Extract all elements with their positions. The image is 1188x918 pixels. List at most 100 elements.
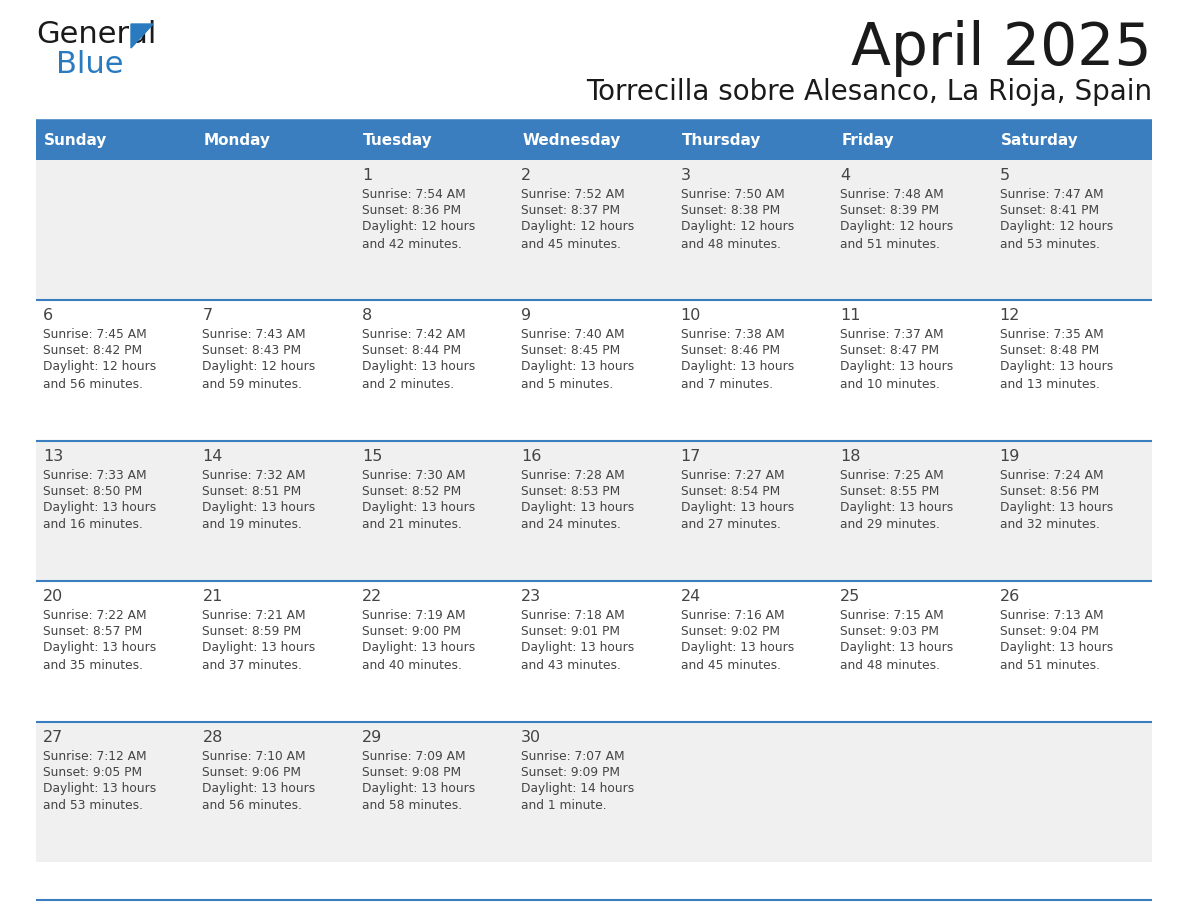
Text: Daylight: 13 hours
and 40 minutes.: Daylight: 13 hours and 40 minutes. [362, 641, 475, 672]
Text: 19: 19 [999, 449, 1020, 464]
Bar [833, 581, 992, 722]
Text: Daylight: 13 hours
and 7 minutes.: Daylight: 13 hours and 7 minutes. [681, 361, 794, 391]
Text: 13: 13 [43, 449, 63, 464]
Text: Sunrise: 7:52 AM: Sunrise: 7:52 AM [522, 188, 625, 201]
Text: Wednesday: Wednesday [523, 133, 620, 149]
Text: Daylight: 13 hours
and 48 minutes.: Daylight: 13 hours and 48 minutes. [840, 641, 954, 672]
Bar [514, 122, 674, 160]
Text: 15: 15 [362, 449, 383, 464]
Text: Daylight: 13 hours
and 37 minutes.: Daylight: 13 hours and 37 minutes. [202, 641, 316, 672]
Text: Daylight: 12 hours
and 53 minutes.: Daylight: 12 hours and 53 minutes. [999, 220, 1113, 251]
Text: Sunrise: 7:54 AM: Sunrise: 7:54 AM [362, 188, 466, 201]
Text: Sunset: 8:43 PM: Sunset: 8:43 PM [202, 344, 302, 357]
Text: 4: 4 [840, 168, 851, 183]
Text: Tuesday: Tuesday [362, 133, 432, 149]
Bar [674, 300, 833, 441]
Bar [992, 300, 1152, 441]
Bar [674, 160, 833, 300]
Bar [992, 160, 1152, 300]
Text: Sunrise: 7:24 AM: Sunrise: 7:24 AM [999, 469, 1104, 482]
Text: 3: 3 [681, 168, 690, 183]
Text: Sunrise: 7:45 AM: Sunrise: 7:45 AM [43, 329, 147, 341]
Text: 28: 28 [202, 730, 223, 744]
Text: Daylight: 13 hours
and 29 minutes.: Daylight: 13 hours and 29 minutes. [840, 501, 954, 532]
Text: Sunset: 8:53 PM: Sunset: 8:53 PM [522, 485, 620, 498]
Text: Sunrise: 7:37 AM: Sunrise: 7:37 AM [840, 329, 943, 341]
Text: Daylight: 13 hours
and 56 minutes.: Daylight: 13 hours and 56 minutes. [202, 781, 316, 812]
Text: Daylight: 13 hours
and 32 minutes.: Daylight: 13 hours and 32 minutes. [999, 501, 1113, 532]
Text: Daylight: 13 hours
and 24 minutes.: Daylight: 13 hours and 24 minutes. [522, 501, 634, 532]
Text: Daylight: 12 hours
and 51 minutes.: Daylight: 12 hours and 51 minutes. [840, 220, 954, 251]
Bar [355, 722, 514, 862]
Text: Sunrise: 7:13 AM: Sunrise: 7:13 AM [999, 610, 1104, 622]
Text: Sunrise: 7:18 AM: Sunrise: 7:18 AM [522, 610, 625, 622]
Text: Sunset: 9:01 PM: Sunset: 9:01 PM [522, 625, 620, 638]
Text: Daylight: 13 hours
and 2 minutes.: Daylight: 13 hours and 2 minutes. [362, 361, 475, 391]
Text: Sunset: 8:36 PM: Sunset: 8:36 PM [362, 204, 461, 217]
Text: 20: 20 [43, 589, 63, 604]
Text: Sunset: 9:09 PM: Sunset: 9:09 PM [522, 766, 620, 778]
Text: Sunset: 9:06 PM: Sunset: 9:06 PM [202, 766, 302, 778]
Text: 24: 24 [681, 589, 701, 604]
Text: Sunrise: 7:28 AM: Sunrise: 7:28 AM [522, 469, 625, 482]
Text: 2: 2 [522, 168, 531, 183]
Text: Sunset: 9:03 PM: Sunset: 9:03 PM [840, 625, 940, 638]
Text: Sunset: 9:05 PM: Sunset: 9:05 PM [43, 766, 143, 778]
Text: Sunset: 8:54 PM: Sunset: 8:54 PM [681, 485, 781, 498]
Bar [196, 160, 355, 300]
Text: Sunrise: 7:47 AM: Sunrise: 7:47 AM [999, 188, 1104, 201]
Text: 6: 6 [43, 308, 53, 323]
Bar [355, 581, 514, 722]
Text: Daylight: 14 hours
and 1 minute.: Daylight: 14 hours and 1 minute. [522, 781, 634, 812]
Text: Daylight: 12 hours
and 42 minutes.: Daylight: 12 hours and 42 minutes. [362, 220, 475, 251]
Text: Sunset: 8:59 PM: Sunset: 8:59 PM [202, 625, 302, 638]
Text: Sunrise: 7:48 AM: Sunrise: 7:48 AM [840, 188, 944, 201]
Text: Sunset: 8:38 PM: Sunset: 8:38 PM [681, 204, 781, 217]
Bar [514, 722, 674, 862]
Bar [992, 122, 1152, 160]
Text: 5: 5 [999, 168, 1010, 183]
Text: Sunrise: 7:32 AM: Sunrise: 7:32 AM [202, 469, 307, 482]
Text: Sunset: 8:46 PM: Sunset: 8:46 PM [681, 344, 779, 357]
Text: Daylight: 13 hours
and 13 minutes.: Daylight: 13 hours and 13 minutes. [999, 361, 1113, 391]
Text: Sunset: 8:48 PM: Sunset: 8:48 PM [999, 344, 1099, 357]
Bar [833, 300, 992, 441]
Text: Sunrise: 7:33 AM: Sunrise: 7:33 AM [43, 469, 146, 482]
Text: Sunrise: 7:21 AM: Sunrise: 7:21 AM [202, 610, 307, 622]
Text: Daylight: 13 hours
and 10 minutes.: Daylight: 13 hours and 10 minutes. [840, 361, 954, 391]
Text: Sunrise: 7:19 AM: Sunrise: 7:19 AM [362, 610, 466, 622]
Text: 11: 11 [840, 308, 860, 323]
Text: 30: 30 [522, 730, 542, 744]
Bar [355, 441, 514, 581]
Text: Sunrise: 7:15 AM: Sunrise: 7:15 AM [840, 610, 944, 622]
Bar [196, 300, 355, 441]
Text: Daylight: 13 hours
and 45 minutes.: Daylight: 13 hours and 45 minutes. [681, 641, 794, 672]
Text: Daylight: 12 hours
and 59 minutes.: Daylight: 12 hours and 59 minutes. [202, 361, 316, 391]
Text: Friday: Friday [841, 133, 893, 149]
Text: April 2025: April 2025 [852, 20, 1152, 77]
Text: Daylight: 13 hours
and 35 minutes.: Daylight: 13 hours and 35 minutes. [43, 641, 157, 672]
Text: Sunset: 8:47 PM: Sunset: 8:47 PM [840, 344, 940, 357]
Text: 21: 21 [202, 589, 223, 604]
Bar [36, 441, 196, 581]
Text: Sunrise: 7:09 AM: Sunrise: 7:09 AM [362, 750, 466, 763]
Text: Sunset: 8:50 PM: Sunset: 8:50 PM [43, 485, 143, 498]
Text: Daylight: 12 hours
and 56 minutes.: Daylight: 12 hours and 56 minutes. [43, 361, 157, 391]
Text: 26: 26 [999, 589, 1019, 604]
Text: Sunset: 9:02 PM: Sunset: 9:02 PM [681, 625, 779, 638]
Text: Sunrise: 7:25 AM: Sunrise: 7:25 AM [840, 469, 944, 482]
Text: Sunset: 8:57 PM: Sunset: 8:57 PM [43, 625, 143, 638]
Text: Sunrise: 7:43 AM: Sunrise: 7:43 AM [202, 329, 307, 341]
Text: Sunrise: 7:30 AM: Sunrise: 7:30 AM [362, 469, 466, 482]
Text: Daylight: 13 hours
and 53 minutes.: Daylight: 13 hours and 53 minutes. [43, 781, 157, 812]
Text: Sunset: 8:37 PM: Sunset: 8:37 PM [522, 204, 620, 217]
Bar [674, 581, 833, 722]
Text: Sunset: 8:55 PM: Sunset: 8:55 PM [840, 485, 940, 498]
Bar [36, 581, 196, 722]
Bar [355, 160, 514, 300]
Text: 14: 14 [202, 449, 223, 464]
Bar [196, 722, 355, 862]
Bar [674, 722, 833, 862]
Text: Daylight: 13 hours
and 5 minutes.: Daylight: 13 hours and 5 minutes. [522, 361, 634, 391]
Bar [36, 722, 196, 862]
